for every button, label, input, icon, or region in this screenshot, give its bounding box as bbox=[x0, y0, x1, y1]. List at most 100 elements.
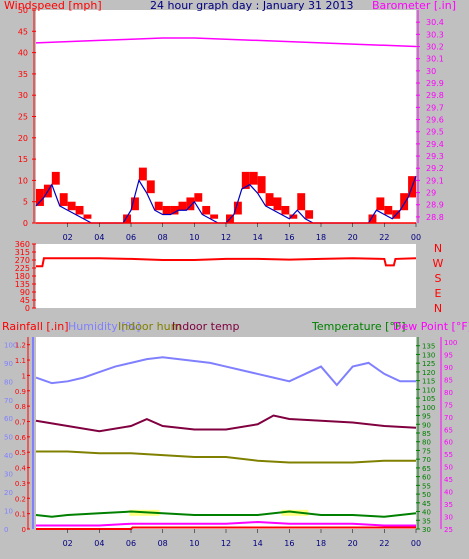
rain-tick-label: 1.2 bbox=[15, 342, 26, 350]
gust-bar bbox=[376, 197, 385, 211]
rain-tick-label: 0.4 bbox=[15, 465, 27, 473]
wind-left-ticks: 0 5 10 15 20 25 30 35 40 45 50 bbox=[18, 6, 36, 228]
series-humidity bbox=[35, 356, 416, 387]
temp-tick-label: 55 bbox=[422, 482, 431, 490]
dew-tick-label: 90 bbox=[444, 364, 453, 372]
barometer-line bbox=[35, 37, 417, 48]
x-tick-label: 14 bbox=[253, 233, 263, 242]
gust-bar bbox=[123, 214, 131, 223]
gust-bar bbox=[384, 205, 393, 215]
series-indoor-temp bbox=[35, 414, 417, 433]
dew-tick-label: 35 bbox=[444, 501, 453, 509]
barometer-tick-label: 30.4 bbox=[426, 18, 444, 27]
rain-tick-label: 0.6 bbox=[15, 434, 27, 442]
direction-tick-label: 135 bbox=[15, 280, 30, 289]
rain-tick-label: 0.3 bbox=[15, 480, 26, 488]
gust-bar bbox=[257, 176, 266, 194]
dew-tick-label: 30 bbox=[444, 514, 453, 522]
windspeed-axis-label: Windspeed [mph] bbox=[4, 0, 102, 12]
gust-bar bbox=[241, 171, 250, 189]
barometer-tick-label: 28.8 bbox=[426, 213, 444, 222]
series-rainfall bbox=[36, 526, 416, 530]
x-tick-label: 06 bbox=[126, 539, 136, 548]
dew-tick-label: 50 bbox=[444, 464, 453, 472]
temp-tick-label: 95 bbox=[422, 413, 431, 421]
barometer-tick-label: 29.1 bbox=[426, 176, 444, 185]
gust-bar bbox=[194, 193, 203, 202]
gust-bar bbox=[67, 201, 76, 211]
direction-tick-label: 180 bbox=[15, 272, 30, 281]
barometer-tick-label: 29 bbox=[426, 189, 436, 198]
direction-plot-background bbox=[36, 244, 416, 308]
direction-tick-label: 45 bbox=[20, 296, 30, 305]
gust-bar bbox=[297, 193, 306, 211]
x-tick-label: 00 bbox=[411, 233, 421, 242]
temp-tick-label: 45 bbox=[422, 500, 431, 508]
wind-tick-label: 30 bbox=[18, 91, 28, 100]
x-tick-label: 16 bbox=[284, 539, 294, 548]
wind-tick-label: 50 bbox=[18, 6, 28, 15]
temp-tick-label: 120 bbox=[422, 369, 435, 377]
temp-series bbox=[35, 356, 417, 530]
wind-tick-label: 10 bbox=[18, 176, 28, 185]
barometer-tick-label: 29.8 bbox=[426, 91, 444, 100]
x-tick-label: 12 bbox=[221, 233, 231, 242]
wind-tick-label: 20 bbox=[18, 134, 28, 143]
dew-tick-label: 95 bbox=[444, 351, 453, 359]
temp-tick-label: 30 bbox=[422, 526, 431, 534]
temp-tick-label: 65 bbox=[422, 465, 431, 473]
barometer-tick-label: 29.7 bbox=[426, 103, 444, 112]
indoor-temp-label: Indoor temp bbox=[172, 320, 239, 333]
gust-bar bbox=[289, 214, 298, 219]
x-tick-label: 04 bbox=[94, 233, 104, 242]
wind-x-ticks: 02 04 06 08 10 12 14 16 18 20 22 00 bbox=[63, 223, 421, 242]
series-indoor-hum bbox=[36, 450, 416, 464]
temp-tick-label: 135 bbox=[422, 343, 435, 351]
dew-tick-label: 25 bbox=[444, 526, 453, 534]
temp-tick-label: 105 bbox=[422, 395, 435, 403]
direction-tick-label: 270 bbox=[15, 256, 30, 265]
gust-bar bbox=[305, 210, 314, 219]
gust-bar bbox=[170, 205, 179, 215]
temp-tick-label: 70 bbox=[422, 456, 431, 464]
temp-tick-label: 60 bbox=[422, 474, 431, 482]
barometer-tick-label: 29.4 bbox=[426, 140, 444, 149]
compass-label: N bbox=[434, 242, 442, 255]
x-tick-label: 22 bbox=[379, 233, 389, 242]
wind-plot-background bbox=[36, 10, 416, 223]
x-tick-label: 12 bbox=[221, 539, 231, 548]
x-tick-label: 10 bbox=[189, 233, 199, 242]
barometer-tick-label: 30 bbox=[426, 67, 436, 76]
x-tick-label: 20 bbox=[348, 539, 358, 548]
gust-bar bbox=[273, 197, 282, 211]
humidity-tick-label: 50 bbox=[4, 434, 13, 442]
x-tick-label: 10 bbox=[189, 539, 199, 548]
x-tick-label: 00 bbox=[411, 539, 421, 548]
x-tick-label: 08 bbox=[158, 539, 168, 548]
humidity-tick-label: 100 bbox=[4, 341, 17, 349]
x-tick-label: 14 bbox=[253, 539, 263, 548]
gust-bar bbox=[210, 214, 219, 219]
temp-tick-label: 85 bbox=[422, 430, 431, 438]
compass-label: S bbox=[435, 272, 442, 285]
barometer-axis-label: Barometer [.in] bbox=[372, 0, 456, 12]
gust-bar bbox=[233, 201, 242, 215]
x-tick-label: 04 bbox=[94, 539, 104, 548]
rain-tick-label: 0.7 bbox=[15, 418, 26, 426]
wind-tick-label: 40 bbox=[18, 49, 28, 58]
indoor-hum-label: Indoor hum bbox=[118, 320, 181, 333]
rain-tick-label: 0.1 bbox=[15, 511, 26, 519]
humidity-tick-label: 10 bbox=[4, 508, 13, 516]
dew-tick-label: 65 bbox=[444, 426, 453, 434]
direction-tick-label: 0 bbox=[25, 304, 30, 313]
wind-tick-label: 35 bbox=[18, 70, 28, 79]
temp-tick-label: 110 bbox=[422, 386, 435, 394]
gust-bar bbox=[249, 171, 258, 185]
wind-tick-label: 15 bbox=[18, 155, 28, 164]
gust-bar bbox=[154, 201, 163, 211]
wind-tick-label: 45 bbox=[18, 27, 28, 36]
gust-bar bbox=[138, 167, 147, 181]
humidity-tick-label: 30 bbox=[4, 471, 13, 479]
